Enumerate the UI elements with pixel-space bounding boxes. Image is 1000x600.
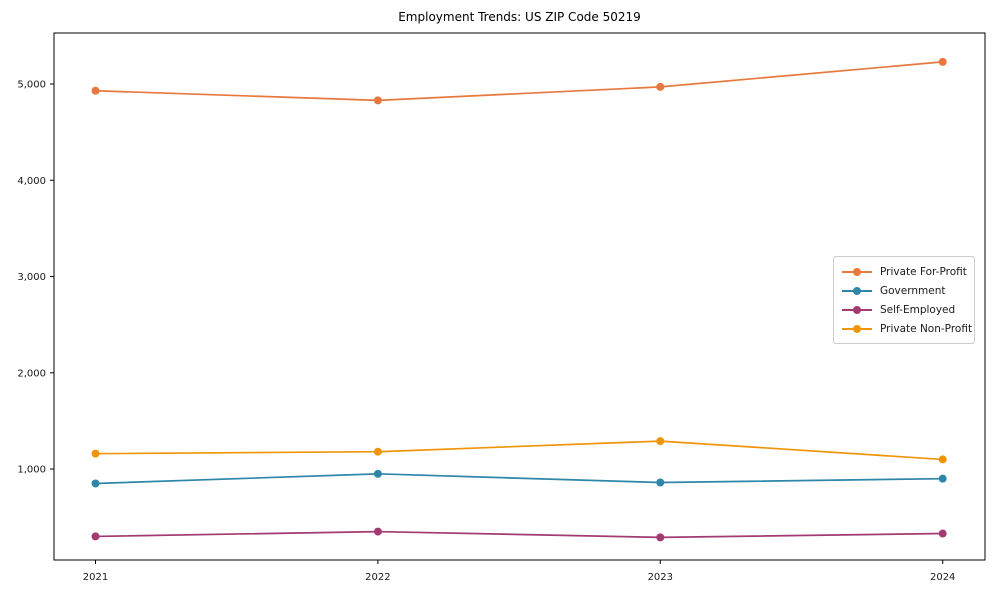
x-tick-label: 2024 bbox=[930, 572, 955, 583]
legend: Private For-Profit Government Self-Employe… bbox=[833, 256, 975, 344]
data-point-private-for-profit-2024 bbox=[938, 57, 947, 66]
plot-border bbox=[53, 32, 986, 561]
data-point-private-non-profit-2023 bbox=[656, 437, 665, 446]
series-line-private-for-profit bbox=[95, 61, 943, 102]
data-point-self-employed-2023 bbox=[656, 533, 665, 542]
data-point-government-2023 bbox=[656, 478, 665, 487]
data-point-private-for-profit-2021 bbox=[91, 86, 100, 95]
legend-marker-icon bbox=[842, 305, 872, 315]
data-point-self-employed-2022 bbox=[373, 527, 382, 536]
data-point-private-non-profit-2021 bbox=[91, 449, 100, 458]
legend-marker-icon bbox=[842, 324, 872, 334]
legend-item-self-employed: Self-Employed bbox=[842, 300, 966, 319]
data-point-government-2021 bbox=[91, 479, 100, 488]
y-tick-label: 5,000 bbox=[17, 80, 46, 91]
legend-marker-icon bbox=[842, 286, 872, 296]
data-point-government-2022 bbox=[373, 469, 382, 478]
x-tick-label: 2021 bbox=[83, 572, 108, 583]
legend-marker-icon bbox=[842, 267, 872, 277]
x-tick-label: 2022 bbox=[365, 572, 390, 583]
legend-label: Private Non-Profit bbox=[880, 322, 973, 335]
x-tick-label: 2023 bbox=[648, 572, 673, 583]
series-line-private-non-profit bbox=[95, 440, 943, 461]
data-point-self-employed-2024 bbox=[938, 529, 947, 538]
y-tick-label: 4,000 bbox=[17, 176, 46, 187]
data-point-private-for-profit-2022 bbox=[373, 96, 382, 105]
chart-title: Employment Trends: US ZIP Code 50219 bbox=[398, 10, 641, 24]
data-point-private-for-profit-2023 bbox=[656, 82, 665, 91]
y-tick-label: 3,000 bbox=[17, 272, 46, 283]
y-tick-label: 1,000 bbox=[17, 465, 46, 476]
data-point-private-non-profit-2024 bbox=[938, 455, 947, 464]
data-point-self-employed-2021 bbox=[91, 532, 100, 541]
legend-item-government: Government bbox=[842, 281, 966, 300]
data-point-government-2024 bbox=[938, 474, 947, 483]
series-line-self-employed bbox=[95, 530, 943, 539]
series-line-government bbox=[95, 473, 943, 485]
legend-label: Private For-Profit bbox=[880, 265, 967, 278]
legend-item-private-for-profit: Private For-Profit bbox=[842, 262, 967, 281]
legend-label: Government bbox=[880, 284, 946, 297]
legend-item-private-non-profit: Private Non-Profit bbox=[842, 319, 972, 338]
data-point-private-non-profit-2022 bbox=[373, 447, 382, 456]
legend-label: Self-Employed bbox=[880, 303, 956, 316]
y-tick-label: 2,000 bbox=[17, 368, 46, 379]
